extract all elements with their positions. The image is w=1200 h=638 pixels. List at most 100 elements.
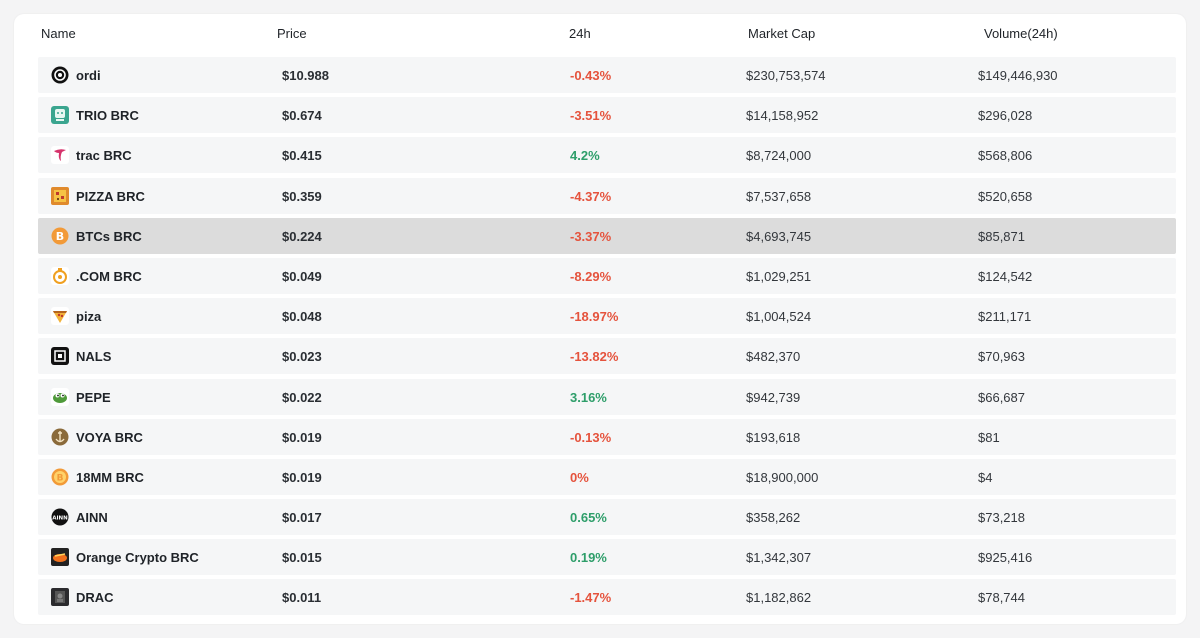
table-row[interactable]: .COM BRC $0.049 -8.29% $1,029,251 $124,542	[38, 257, 1176, 294]
token-price: $0.019	[282, 469, 322, 485]
ordi-icon	[51, 66, 69, 84]
token-name[interactable]: trac BRC	[76, 148, 132, 164]
token-name[interactable]: 18MM BRC	[76, 469, 144, 485]
token-change-24h: 4.2%	[570, 148, 600, 164]
nals-icon	[51, 347, 69, 366]
table-header: Name Price 24h Market Cap Volume(24h)	[14, 14, 1186, 54]
svg-text:B: B	[56, 230, 64, 243]
voya-icon	[51, 428, 69, 446]
token-market-cap: $482,370	[746, 349, 801, 365]
orange-crypto-icon	[51, 548, 69, 567]
column-header-volume[interactable]: Volume(24h)	[984, 26, 1058, 41]
token-market-cap: $4,693,745	[746, 228, 812, 244]
token-volume-24h: $70,963	[978, 349, 1025, 365]
token-price: $10.988	[282, 68, 329, 83]
svg-text:B: B	[57, 473, 64, 483]
token-volume-24h: $149,446,930	[978, 68, 1058, 83]
token-change-24h: -13.82%	[570, 349, 619, 365]
pizza-icon	[51, 186, 69, 205]
table-row[interactable]: NALS $0.023 -13.82% $482,370 $70,963	[38, 338, 1176, 375]
token-change-24h: -4.37%	[570, 188, 612, 204]
token-market-cap: $1,342,307	[746, 550, 812, 566]
table-row[interactable]: trac BRC $0.415 4.2% $8,724,000 $568,806	[38, 137, 1176, 174]
token-name[interactable]: DRAC	[76, 590, 114, 606]
table-row[interactable]: Orange Crypto BRC $0.015 0.19% $1,342,307 $9…	[38, 539, 1176, 576]
token-change-24h: -3.37%	[570, 228, 612, 244]
token-market-cap: $1,004,524	[746, 309, 812, 325]
trac-icon	[51, 146, 69, 165]
token-volume-24h: $85,871	[978, 228, 1025, 244]
token-name[interactable]: piza	[76, 309, 102, 325]
token-name[interactable]: .COM BRC	[76, 268, 142, 284]
btcs-icon: B	[51, 227, 69, 245]
table-row[interactable]: B BTCs BRC $0.224 -3.37% $4,693,745 $85,871	[38, 217, 1176, 254]
column-header-24h[interactable]: 24h	[569, 26, 591, 41]
token-name[interactable]: NALS	[76, 349, 112, 365]
ainn-icon: AINN	[51, 508, 69, 526]
token-volume-24h: $73,218	[978, 510, 1025, 526]
token-market-cap: $18,900,000	[746, 469, 819, 485]
token-name[interactable]: Orange Crypto BRC	[76, 550, 199, 566]
token-volume-24h: $78,744	[978, 590, 1025, 606]
token-price: $0.048	[282, 309, 322, 325]
token-name[interactable]: TRIO BRC	[76, 108, 139, 124]
token-market-cap: $942,739	[746, 389, 801, 405]
column-header-price[interactable]: Price	[277, 26, 307, 41]
token-market-cap: $14,158,952	[746, 108, 819, 124]
table-row[interactable]: DRAC $0.011 -1.47% $1,182,862 $78,744	[38, 579, 1176, 616]
token-change-24h: -1.47%	[570, 590, 612, 606]
pepe-icon	[51, 387, 69, 406]
token-volume-24h: $81	[978, 429, 1000, 445]
token-change-24h: 0%	[570, 469, 589, 485]
token-market-cap: $8,724,000	[746, 148, 812, 164]
token-name[interactable]: PEPE	[76, 389, 111, 405]
token-volume-24h: $296,028	[978, 108, 1033, 124]
token-price: $0.359	[282, 188, 322, 204]
token-name[interactable]: VOYA BRC	[76, 429, 143, 445]
token-market-cap: $1,029,251	[746, 268, 812, 284]
trio-icon	[51, 106, 69, 125]
table-row[interactable]: AINN AINN $0.017 0.65% $358,262 $73,218	[38, 499, 1176, 536]
token-list: ordi $10.988 -0.43% $230,753,574 $149,446,93…	[38, 57, 1176, 620]
token-change-24h: 3.16%	[570, 389, 607, 405]
token-name[interactable]: BTCs BRC	[76, 228, 142, 244]
token-name[interactable]: AINN	[76, 510, 108, 526]
table-row[interactable]: PIZZA BRC $0.359 -4.37% $7,537,658 $520,658	[38, 177, 1176, 214]
drac-icon	[51, 588, 69, 607]
token-price: $0.019	[282, 429, 322, 445]
table-row[interactable]: B 18MM BRC $0.019 0% $18,900,000 $4	[38, 458, 1176, 495]
table-row[interactable]: PEPE $0.022 3.16% $942,739 $66,687	[38, 378, 1176, 415]
18mm-icon: B	[51, 468, 69, 486]
token-market-cap: $7,537,658	[746, 188, 812, 204]
token-price: $0.415	[282, 148, 322, 164]
token-market-cap: $230,753,574	[746, 68, 826, 83]
token-volume-24h: $124,542	[978, 268, 1033, 284]
table-row[interactable]: ordi $10.988 -0.43% $230,753,574 $149,446,93…	[38, 57, 1176, 93]
token-volume-24h: $211,171	[978, 309, 1032, 325]
token-price: $0.011	[282, 590, 322, 606]
token-volume-24h: $568,806	[978, 148, 1033, 164]
table-row[interactable]: piza $0.048 -18.97% $1,004,524 $211,171	[38, 298, 1176, 335]
token-change-24h: -0.13%	[570, 429, 612, 445]
token-change-24h: -8.29%	[570, 268, 612, 284]
svg-text:AINN: AINN	[52, 516, 68, 522]
token-market-cap: $193,618	[746, 429, 801, 445]
token-volume-24h: $66,687	[978, 389, 1025, 405]
token-volume-24h: $925,416	[978, 550, 1033, 566]
token-change-24h: 0.19%	[570, 550, 607, 566]
token-change-24h: -18.97%	[570, 309, 619, 325]
token-change-24h: 0.65%	[570, 510, 607, 526]
token-price: $0.224	[282, 228, 322, 244]
column-header-name[interactable]: Name	[41, 26, 76, 41]
column-header-market-cap[interactable]: Market Cap	[748, 26, 816, 41]
token-price: $0.049	[282, 268, 322, 284]
token-market-cap: $1,182,862	[746, 590, 812, 606]
dotcom-icon	[51, 266, 69, 285]
token-price: $0.674	[282, 108, 322, 124]
table-row[interactable]: TRIO BRC $0.674 -3.51% $14,158,952 $296,028	[38, 97, 1176, 134]
token-volume-24h: $520,658	[978, 188, 1033, 204]
table-row[interactable]: VOYA BRC $0.019 -0.13% $193,618 $81	[38, 418, 1176, 455]
token-name[interactable]: ordi	[76, 68, 101, 83]
token-name[interactable]: PIZZA BRC	[76, 188, 145, 204]
token-price: $0.015	[282, 550, 322, 566]
